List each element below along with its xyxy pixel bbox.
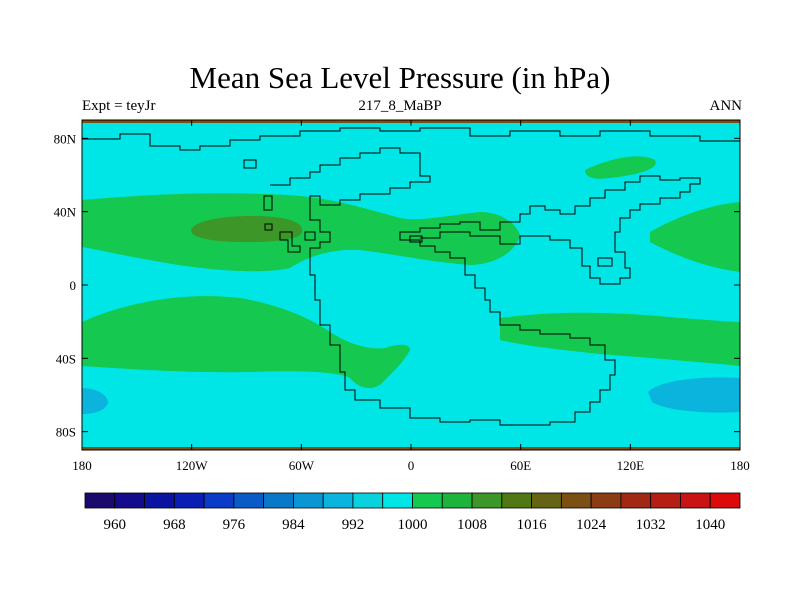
colorbar-swatch (620, 492, 652, 509)
high-pressure-belt-southwest (82, 296, 410, 389)
island-outline-5 (409, 235, 423, 243)
island-outline-7 (279, 231, 301, 253)
colorbar-swatch (709, 492, 741, 509)
colorbar-label: 1032 (636, 517, 666, 533)
island-outline-6 (597, 257, 613, 267)
colorbar-swatch (531, 492, 562, 509)
supercontinent-outline (270, 147, 701, 426)
season-label: ANN (709, 98, 743, 114)
pressure-field (82, 120, 740, 450)
map-title: Mean Sea Level Pressure (in hPa) (189, 60, 611, 95)
colorbar-swatch (352, 492, 384, 509)
colorbar-label: 968 (163, 517, 186, 533)
colorbar-swatch (84, 492, 116, 509)
lat-tick-label: 80N (54, 131, 77, 146)
colorbar-swatch (322, 492, 354, 509)
longitude-axis: 180 120W 60W 0 60E 120E 180 (72, 120, 750, 473)
experiment-label: Expt = teyJr (82, 98, 156, 114)
colorbar-swatch (412, 492, 443, 509)
low-pressure-cell-southeast (648, 377, 740, 413)
colorbar-swatch (263, 492, 294, 509)
high-pressure-belt-southeast (500, 312, 740, 366)
latitude-axis: 80N 40N 0 40S 80S (54, 131, 740, 440)
lon-tick-label: 60W (289, 458, 315, 473)
colorbar-swatch (293, 492, 324, 509)
colorbar-swatch (680, 492, 711, 509)
island-outline-3 (264, 223, 273, 231)
colorbar-label: 992 (342, 517, 365, 533)
island-outline-2 (263, 195, 273, 211)
colorbar-swatch (114, 492, 145, 509)
continent-outline (82, 127, 740, 151)
colorbar-label: 960 (104, 517, 127, 533)
colorbar-swatch (441, 492, 473, 509)
lon-tick-label: 0 (408, 458, 415, 473)
low-pressure-cell-southwest (82, 388, 108, 414)
lat-tick-label: 0 (70, 278, 77, 293)
lat-tick-label: 40N (54, 205, 77, 220)
colorbar-label: 1040 (695, 517, 725, 533)
lon-tick-label: 180 (72, 458, 92, 473)
lat-tick-label: 80S (56, 425, 76, 440)
colorbar-label: 1024 (576, 517, 607, 533)
colorbar-swatch (382, 492, 413, 509)
lat-tick-label: 40S (56, 351, 76, 366)
colorbar-label: 984 (282, 517, 305, 533)
colorbar-swatch (590, 492, 622, 509)
colorbar-label: 1000 (398, 517, 428, 533)
colorbar-label: 1016 (517, 517, 548, 533)
lon-tick-label: 120W (176, 458, 209, 473)
island-outline-1 (243, 159, 257, 169)
colorbar-swatch (203, 492, 235, 509)
lon-tick-label: 180 (730, 458, 750, 473)
colorbar-label: 976 (223, 517, 246, 533)
colorbar-swatch (173, 492, 205, 509)
high-pressure-cap-north (585, 156, 656, 179)
colorbar-swatch (144, 492, 175, 509)
colorbar-swatch (471, 492, 503, 509)
island-outline-4 (304, 231, 316, 241)
colorbar-label: 1008 (457, 517, 487, 533)
high-pressure-belt-northeast (650, 202, 740, 272)
colorbar-swatch (501, 492, 532, 509)
lon-tick-label: 120E (617, 458, 645, 473)
lon-tick-label: 60E (510, 458, 531, 473)
colorbar-swatch (560, 492, 592, 509)
colorbar: 960 968 976 984 992 1000 1008 1016 1024 1032 1040 (84, 492, 741, 533)
high-pressure-core (191, 216, 303, 243)
colorbar-swatch (233, 492, 265, 509)
colorbar-swatch (650, 492, 681, 509)
period-label: 217_8_MaBP (358, 98, 442, 114)
